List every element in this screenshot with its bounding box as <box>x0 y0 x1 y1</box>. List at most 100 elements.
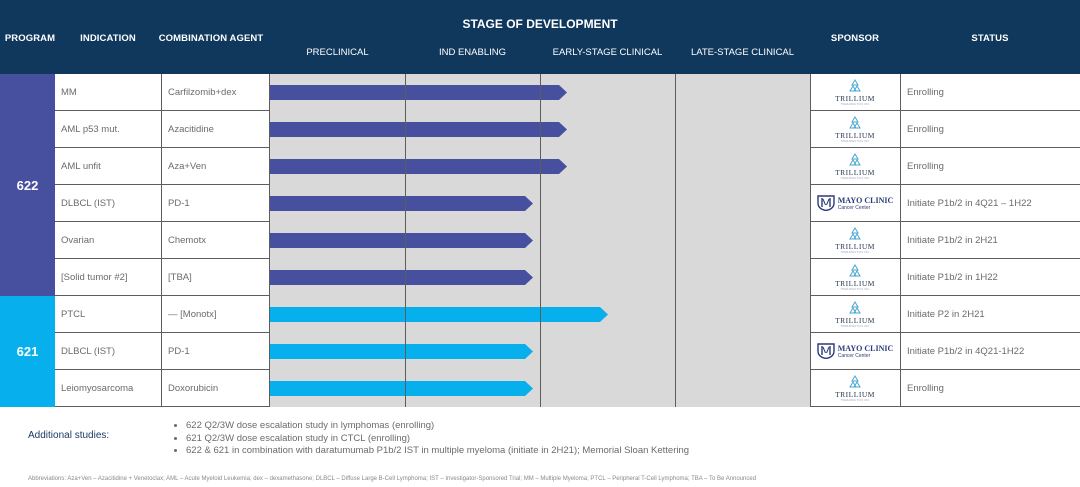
combination-agent-cell: [TBA] <box>168 271 192 283</box>
column-divider <box>161 185 162 222</box>
trillium-logo: TRILLIUM THERAPEUTICS INC <box>835 115 875 143</box>
status-cell: Enrolling <box>907 86 944 98</box>
column-divider <box>900 259 901 296</box>
combination-agent-cell: Doxorubicin <box>168 382 219 394</box>
indication-cell: DLBCL (IST) <box>61 197 116 209</box>
pipeline-table: 622 621 MM Carfilzomib+dex TRILLIUM THERAPE… <box>0 74 1080 409</box>
trillium-logo: TRILLIUM THERAPEUTICS INC <box>835 226 875 254</box>
column-divider <box>900 222 901 259</box>
header-stage-early-clinical: EARLY-STAGE CLINICAL <box>552 47 663 58</box>
progress-bar <box>270 381 533 396</box>
status-cell: Enrolling <box>907 160 944 172</box>
status-cell: Initiate P2 in 2H21 <box>907 308 985 320</box>
combination-agent-cell: PD-1 <box>168 197 190 209</box>
additional-study-item: 622 Q2/3W dose escalation study in lymph… <box>186 420 689 433</box>
header-program: PROGRAM <box>4 33 56 44</box>
column-divider <box>810 185 811 222</box>
trillium-name: TRILLIUM <box>835 241 875 251</box>
status-cell: Enrolling <box>907 382 944 394</box>
combination-agent-cell: Carfilzomib+dex <box>168 86 237 98</box>
column-divider <box>900 148 901 185</box>
column-divider <box>540 333 541 370</box>
mayo-clinic-logo: MAYO CLINIC Cancer Center <box>817 343 894 359</box>
column-divider <box>900 74 901 111</box>
column-divider <box>540 259 541 296</box>
column-divider <box>269 148 270 185</box>
additional-study-item: 622 & 621 in combination with daratumuma… <box>186 445 689 458</box>
header-indication: INDICATION <box>80 33 136 44</box>
column-divider <box>540 370 541 407</box>
column-divider <box>810 111 811 148</box>
column-divider <box>675 185 676 222</box>
sponsor-cell: TRILLIUM THERAPEUTICS INC <box>810 370 900 406</box>
mayo-shield-icon <box>817 195 835 211</box>
mayo-shield-icon <box>817 343 835 359</box>
trillium-sub: THERAPEUTICS INC <box>840 324 870 328</box>
column-divider <box>900 111 901 148</box>
column-divider <box>269 333 270 370</box>
column-divider <box>900 185 901 222</box>
column-divider <box>900 333 901 370</box>
table-row: AML p53 mut. Azacitidine TRILLIUM THERAPE… <box>55 111 1080 148</box>
progress-bar <box>270 307 608 322</box>
combination-agent-cell: Chemotx <box>168 234 207 246</box>
column-divider <box>161 148 162 185</box>
sponsor-cell: TRILLIUM THERAPEUTICS INC <box>810 111 900 147</box>
column-divider <box>405 111 406 148</box>
table-row: Ovarian Chemotx TRILLIUM THERAPEUTICS INC… <box>55 222 1080 259</box>
column-divider <box>269 259 270 296</box>
column-divider <box>405 296 406 333</box>
column-divider <box>161 74 162 111</box>
trillium-flower-icon <box>849 374 861 387</box>
column-divider <box>161 259 162 296</box>
indication-cell: [Solid tumor #2] <box>61 271 128 283</box>
combination-agent-cell: PD-1 <box>168 345 190 357</box>
column-divider <box>900 370 901 407</box>
column-divider <box>269 222 270 259</box>
trillium-sub: THERAPEUTICS INC <box>840 287 870 291</box>
column-divider <box>810 333 811 370</box>
column-divider <box>675 222 676 259</box>
column-divider <box>405 333 406 370</box>
column-divider <box>810 148 811 185</box>
sponsor-cell: TRILLIUM THERAPEUTICS INC <box>810 259 900 295</box>
column-divider <box>900 296 901 333</box>
indication-cell: Ovarian <box>61 234 95 246</box>
table-row: Leiomyosarcoma Doxorubicin TRILLIUM THERA… <box>55 370 1080 407</box>
sponsor-cell: TRILLIUM THERAPEUTICS INC <box>810 222 900 258</box>
table-row: PTCL — [Monotx] TRILLIUM THERAPEUTICS INC… <box>55 296 1080 333</box>
trillium-logo: TRILLIUM THERAPEUTICS INC <box>835 263 875 291</box>
trillium-flower-icon <box>849 226 861 239</box>
sponsor-cell: TRILLIUM THERAPEUTICS INC <box>810 296 900 332</box>
column-divider <box>540 222 541 259</box>
column-divider <box>269 296 270 333</box>
header-stage-late-clinical: LATE-STAGE CLINICAL <box>690 47 795 58</box>
sponsor-cell: MAYO CLINIC Cancer Center <box>810 333 900 369</box>
additional-studies-label: Additional studies: <box>28 430 110 441</box>
status-cell: Enrolling <box>907 123 944 135</box>
trillium-flower-icon <box>849 152 861 165</box>
table-row: DLBCL (IST) PD-1 MAYO CLINIC Cancer Cente… <box>55 185 1080 222</box>
column-divider <box>405 148 406 185</box>
trillium-flower-icon <box>849 115 861 128</box>
mayo-name: MAYO CLINIC <box>837 343 894 353</box>
column-divider <box>269 74 270 111</box>
column-divider <box>810 370 811 407</box>
sponsor-cell: TRILLIUM THERAPEUTICS INC <box>810 148 900 184</box>
progress-bar <box>270 233 533 248</box>
trillium-name: TRILLIUM <box>835 130 875 140</box>
column-divider <box>161 370 162 407</box>
trillium-logo: TRILLIUM THERAPEUTICS INC <box>835 152 875 180</box>
status-cell: Initiate P1b/2 in 4Q21-1H22 <box>907 345 1025 357</box>
status-cell: Initiate P1b/2 in 1H22 <box>907 271 998 283</box>
column-divider <box>675 296 676 333</box>
trillium-logo: TRILLIUM THERAPEUTICS INC <box>835 78 875 106</box>
progress-bar <box>270 159 567 174</box>
sponsor-cell: MAYO CLINIC Cancer Center <box>810 185 900 221</box>
trillium-sub: THERAPEUTICS INC <box>840 102 870 106</box>
mayo-sub: Cancer Center <box>837 204 871 211</box>
column-divider <box>810 259 811 296</box>
sponsor-cell: TRILLIUM THERAPEUTICS INC <box>810 74 900 110</box>
indication-cell: AML unfit <box>61 160 101 172</box>
program-label-622: 622 <box>0 74 55 296</box>
